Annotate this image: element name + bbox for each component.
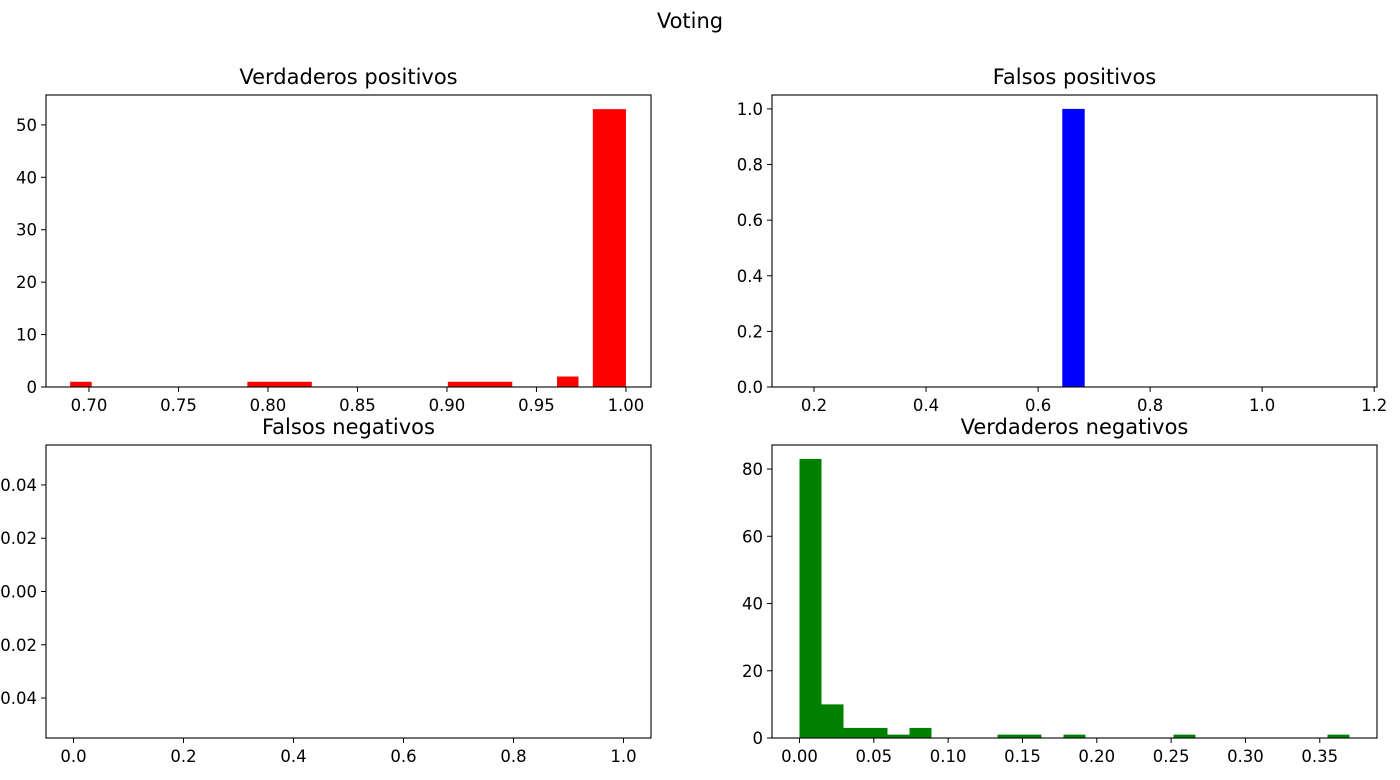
false-positives-ytick-label-3: 0.6 [737, 211, 763, 230]
false-negatives-ytick-label-0: −0.04 [0, 689, 37, 708]
false-negatives-title: Falsos negativos [262, 415, 435, 439]
true-negatives-bar-3 [887, 734, 910, 738]
false-positives-title: Falsos positivos [993, 65, 1157, 89]
true-positives-xtick-label-2: 0.80 [250, 396, 287, 415]
false-positives-xtick-label-2: 0.6 [1025, 396, 1051, 415]
true-negatives-bar-5 [997, 734, 1042, 738]
true-negatives-bar-0 [799, 458, 822, 738]
true-negatives-ytick-label-3: 60 [742, 527, 763, 546]
true-negatives-xtick-label-1: 0.05 [855, 747, 892, 766]
true-negatives-bar-2 [843, 727, 888, 738]
true-negatives-xtick-label-6: 0.30 [1227, 747, 1264, 766]
true-negatives-xtick-label-2: 0.10 [930, 747, 967, 766]
false-positives-ytick-label-5: 1.0 [737, 100, 763, 119]
false-positives-xtick-label-5: 1.2 [1361, 396, 1387, 415]
false-positives-ytick-label-0: 0.0 [737, 378, 763, 397]
false-negatives-xtick-label-4: 0.8 [500, 747, 526, 766]
false-negatives-xtick-label-0: 0.0 [60, 747, 86, 766]
true-positives-ytick-label-4: 40 [16, 168, 37, 187]
true-positives-ytick-label-3: 30 [16, 221, 37, 240]
false-positives-xtick-label-3: 0.8 [1137, 396, 1163, 415]
true-positives-xtick-label-6: 1.00 [608, 396, 645, 415]
false-positives-panel: Falsos positivos 0.2 0.4 0.6 0.8 1.0 1.2 0.0 0.2… [737, 65, 1388, 415]
true-negatives-panel: Verdaderos negativos 0.00 0.05 0.10 0.15 0.20… [742, 415, 1378, 766]
true-positives-ytick-label-5: 50 [16, 116, 37, 135]
figure-title: Voting [657, 9, 723, 33]
true-negatives-bar-8 [1327, 734, 1350, 738]
false-positives-axes-frame [771, 94, 1378, 388]
false-positives-ytick-label-4: 0.8 [737, 156, 763, 175]
true-negatives-bar-6 [1063, 734, 1086, 738]
false-positives-ytick-label-1: 0.2 [737, 322, 763, 341]
true-positives-bar-0 [70, 381, 92, 387]
true-negatives-axes-frame [771, 444, 1378, 739]
false-negatives-panel: Falsos negativos 0.0 0.2 0.4 0.6 0.8 1.0 −0.04 −… [0, 415, 652, 766]
true-positives-xtick-label-5: 0.95 [518, 396, 555, 415]
false-positives-xtick-label-4: 1.0 [1249, 396, 1275, 415]
true-negatives-ytick-label-4: 80 [742, 460, 763, 479]
false-positives-xtick-label-1: 0.4 [913, 396, 939, 415]
false-positives-xtick-label-0: 0.2 [801, 396, 827, 415]
false-negatives-xtick-label-1: 0.2 [170, 747, 196, 766]
false-negatives-ytick-label-1: −0.02 [0, 636, 37, 655]
true-positives-panel: Verdaderos positivos 0.70 0.75 0.80 0.85 0.90… [16, 65, 652, 415]
true-negatives-xtick-label-0: 0.00 [781, 747, 818, 766]
false-negatives-xtick-label-2: 0.4 [280, 747, 306, 766]
true-negatives-ytick-label-2: 40 [742, 595, 763, 614]
true-positives-bars [70, 109, 626, 388]
true-positives-ytick-label-0: 0 [27, 378, 38, 397]
true-negatives-xtick-label-7: 0.35 [1301, 747, 1338, 766]
false-negatives-ytick-label-4: 0.04 [0, 476, 37, 495]
true-negatives-ytick-label-1: 20 [742, 662, 763, 681]
true-positives-xtick-label-1: 0.75 [160, 396, 197, 415]
true-positives-bar-2 [447, 381, 513, 387]
true-positives-xtick-label-3: 0.85 [339, 396, 376, 415]
true-positives-xtick-label-0: 0.70 [71, 396, 108, 415]
true-positives-bar-4 [592, 109, 626, 388]
true-negatives-xtick-label-3: 0.15 [1004, 747, 1041, 766]
false-positives-bar-0 [1062, 108, 1085, 388]
true-positives-title: Verdaderos positivos [239, 65, 457, 89]
false-positives-ytick-label-2: 0.4 [737, 267, 763, 286]
true-negatives-bars [799, 458, 1350, 738]
false-negatives-xtick-label-3: 0.6 [390, 747, 416, 766]
true-negatives-bar-4 [909, 727, 932, 738]
true-positives-bar-3 [557, 376, 579, 387]
true-negatives-bar-1 [821, 704, 844, 738]
false-negatives-ytick-label-3: 0.02 [0, 529, 37, 548]
true-positives-ytick-label-1: 10 [16, 326, 37, 345]
false-negatives-axes-frame [45, 444, 652, 739]
true-positives-axes-frame [45, 94, 652, 388]
false-negatives-ytick-label-2: 0.00 [0, 583, 37, 602]
true-negatives-xtick-label-5: 0.25 [1153, 747, 1190, 766]
true-negatives-xtick-label-4: 0.20 [1078, 747, 1115, 766]
false-negatives-xtick-label-5: 1.0 [610, 747, 636, 766]
false-positives-bars [1062, 108, 1085, 388]
true-negatives-ytick-label-0: 0 [753, 729, 764, 748]
true-positives-bar-1 [247, 381, 312, 387]
true-negatives-bar-7 [1173, 734, 1196, 738]
true-positives-xtick-label-4: 0.90 [429, 396, 466, 415]
true-negatives-title: Verdaderos negativos [961, 415, 1189, 439]
true-positives-ytick-label-2: 20 [16, 273, 37, 292]
